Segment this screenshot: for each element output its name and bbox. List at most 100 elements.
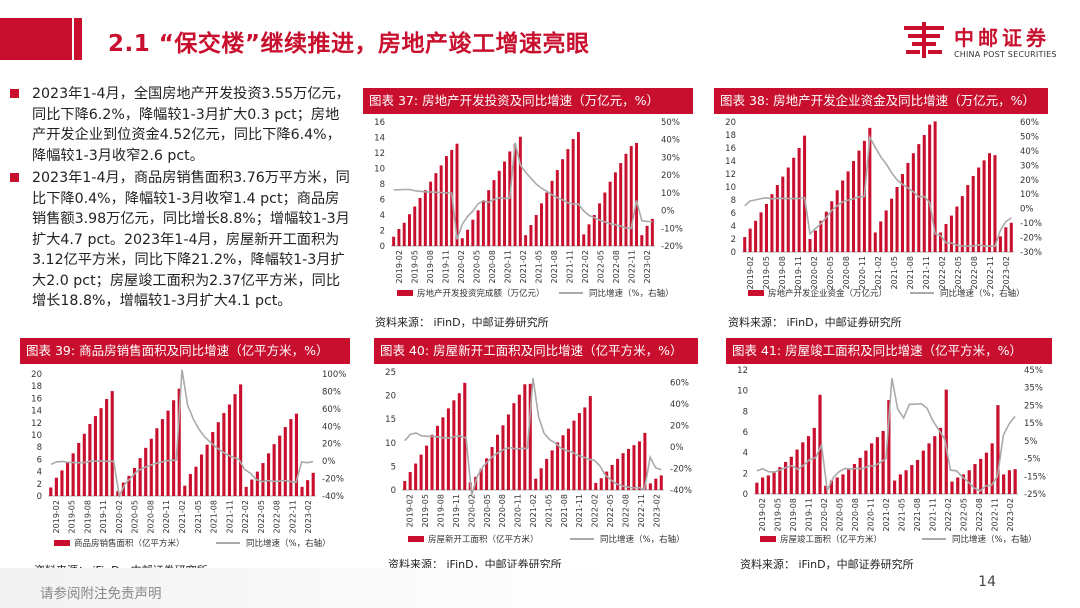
y-right-tick-label: 5%	[1024, 437, 1038, 447]
chart-bar	[1013, 469, 1017, 494]
chart-bar	[255, 471, 259, 496]
chart-bar	[801, 442, 805, 494]
chart-bar	[418, 197, 422, 246]
chart-bar	[518, 136, 522, 246]
chart-bar	[463, 382, 467, 490]
chart-bar	[110, 391, 114, 496]
chart-bar	[598, 203, 602, 246]
y-left-tick-label: 10	[31, 431, 42, 441]
chart-bar	[824, 211, 828, 252]
y-left-tick-label: 10	[374, 165, 385, 175]
chart-bar	[915, 459, 920, 494]
series-line-yoy	[756, 377, 1016, 494]
chart-bar	[155, 428, 159, 496]
chart-bar	[640, 235, 644, 246]
chart-bar	[648, 483, 652, 490]
chart-bar	[60, 470, 64, 496]
x-tick-label: 2022-02	[241, 500, 250, 533]
chart-bar	[435, 425, 440, 490]
chart-bar	[211, 431, 215, 496]
chart-bar	[950, 481, 954, 494]
chart-bar	[927, 443, 931, 494]
company-logo: 中邮证券 CHINA POST SECURITIES	[902, 18, 1074, 66]
x-tick-label: 2022-08	[975, 498, 984, 531]
chart-bar	[495, 434, 500, 490]
x-tick-label: 2021-08	[210, 500, 219, 533]
y-right-tick-label: 20%	[322, 440, 341, 450]
chart-bar	[772, 471, 776, 494]
summary-bullets: 2023年1-4月，全国房地产开发投资3.55万亿元，同比下降6.2%，降幅较1…	[8, 84, 353, 314]
y-right-tick-label: -20%	[322, 475, 344, 485]
chart-bar	[528, 383, 532, 490]
x-tick-label: 2021-08	[550, 250, 559, 283]
chart-bar	[890, 198, 894, 252]
chart-bar	[835, 190, 839, 252]
chart-bar	[503, 161, 506, 246]
x-tick-label: 2022-11	[986, 256, 995, 289]
chart-bar	[743, 237, 747, 252]
y-right-tick-label: 30%	[661, 153, 680, 163]
chart-bar	[748, 228, 752, 252]
chart-bar	[984, 452, 989, 494]
x-tick-label: 2019-05	[773, 498, 782, 531]
chart-bar	[289, 419, 293, 496]
chart-bar	[868, 127, 872, 252]
x-tick-label: 2022-08	[273, 500, 282, 533]
chart-bar	[534, 215, 538, 246]
y-left-tick-label: 6	[731, 209, 736, 219]
x-tick-label: 2022-05	[257, 500, 266, 533]
y-right-tick-label: -30%	[1020, 248, 1042, 258]
chart-bar	[998, 236, 1002, 252]
chart-bar	[960, 196, 964, 252]
chart-panel-37: 图表 37: 房地产开发投资及同比增速（万亿元，%） 0 2 4 6 8 10 12 14 16…	[363, 88, 699, 332]
chart-bar	[524, 235, 528, 246]
chart-bar	[1004, 227, 1008, 252]
chart-bar	[501, 425, 505, 490]
chart-bar	[582, 234, 586, 246]
chart-bar	[808, 239, 812, 252]
y-right-tick-label: 15%	[1024, 419, 1043, 429]
legend-bar-label: 商品房销售面积（亿平方米）	[74, 538, 185, 549]
chart-bar	[659, 475, 663, 490]
y-right-tick-label: 40%	[322, 422, 341, 432]
x-tick-label: 2020-08	[146, 500, 155, 533]
legend-bar-swatch	[397, 290, 413, 296]
chart-bar	[460, 238, 464, 246]
chart-bar	[900, 174, 905, 252]
chart-bar	[857, 150, 861, 252]
x-tick-label: 2020-08	[842, 256, 851, 289]
legend-line-label: 同比增速（%，右轴）	[600, 534, 685, 545]
chart-source: 资料来源： iFinD，中邮证券研究所	[728, 316, 902, 329]
x-tick-label: 2023-02	[1006, 498, 1015, 531]
y-left-tick-label: 16	[725, 144, 736, 154]
chart-bar	[626, 448, 631, 490]
chart-bar	[244, 486, 248, 496]
chart-bar	[402, 222, 406, 246]
y-right-tick-label: 0%	[661, 207, 675, 217]
y-right-tick-label: 35%	[1024, 384, 1043, 394]
chart-bar	[955, 206, 959, 252]
y-right-tick-label: -15%	[1024, 472, 1046, 482]
chart-title: 图表 37: 房地产开发投资及同比增速（万亿元，%）	[363, 88, 693, 114]
y-right-tick-label: 20%	[670, 422, 689, 432]
chart-bar	[979, 458, 983, 494]
chart-bar	[534, 478, 538, 490]
chart-bar	[949, 215, 953, 252]
y-right-tick-label: 60%	[1020, 118, 1039, 128]
chart-bar	[643, 432, 647, 490]
chart-bar	[490, 447, 494, 490]
chart-bar	[754, 220, 758, 252]
chart-bar	[846, 171, 850, 252]
x-tick-label: 2019-05	[421, 494, 430, 527]
chart-bar	[858, 457, 862, 494]
chart-bar	[561, 159, 565, 246]
chart-bar	[841, 474, 845, 494]
y-left-tick-label: 2	[731, 235, 736, 245]
x-tick-label: 2021-02	[178, 500, 187, 533]
y-right-tick-label: 30%	[1020, 161, 1039, 171]
chart-bar	[635, 142, 638, 246]
chart-bar	[294, 413, 299, 496]
chart-bar	[910, 465, 914, 494]
y-left-tick-label: 10	[725, 183, 736, 193]
chart-bar	[813, 230, 817, 252]
